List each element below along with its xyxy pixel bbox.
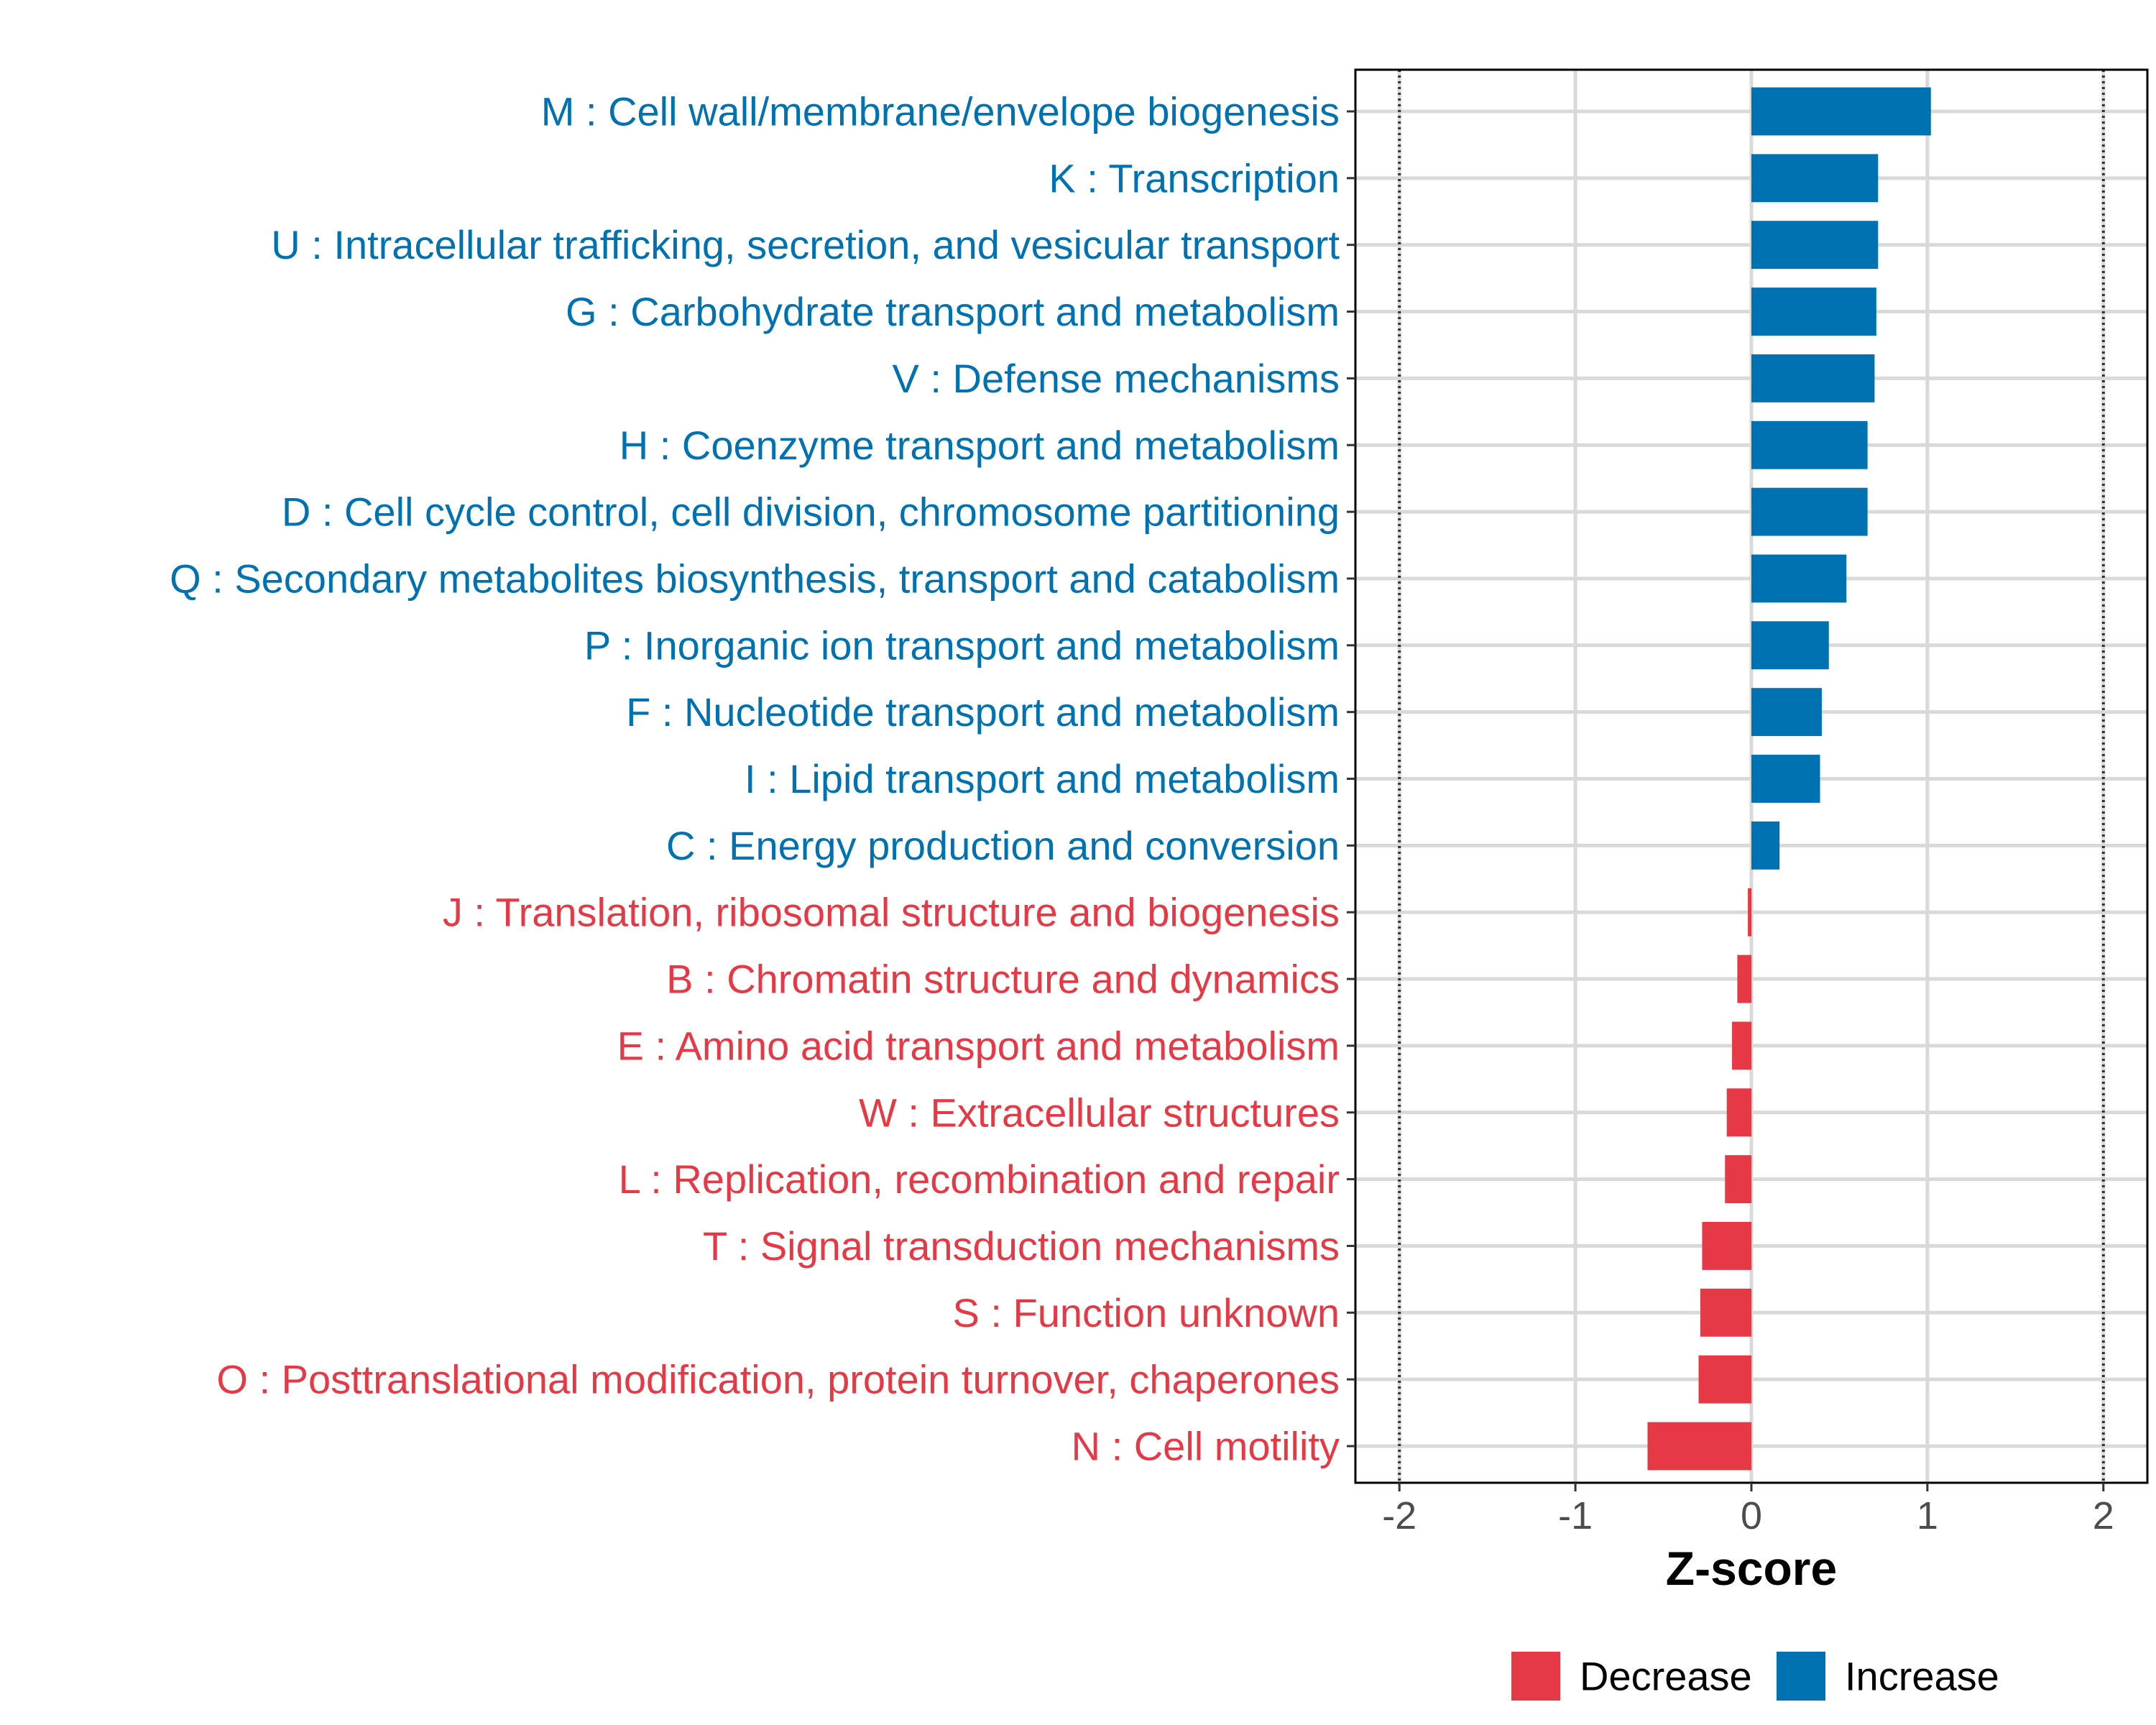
- x-tick-label: 0: [1741, 1494, 1762, 1537]
- x-tick-label: 1: [1917, 1494, 1938, 1537]
- category-label: O : Posttranslational modification, prot…: [216, 1357, 1340, 1402]
- bar-q: [1751, 554, 1847, 603]
- category-label: H : Coenzyme transport and metabolism: [619, 423, 1340, 468]
- bar-j: [1748, 888, 1751, 937]
- bar-f: [1751, 688, 1822, 737]
- category-label: U : Intracellular trafficking, secretion…: [271, 222, 1340, 267]
- legend-label-decrease: Decrease: [1580, 1654, 1752, 1699]
- category-label: S : Function unknown: [952, 1290, 1340, 1335]
- category-label: K : Transcription: [1049, 155, 1340, 201]
- bar-m: [1751, 87, 1931, 136]
- bar-p: [1751, 621, 1829, 670]
- legend-key-decrease: [1511, 1652, 1560, 1701]
- x-axis-ticks: -2 -1 0 1 2: [1382, 1483, 2114, 1537]
- category-label: L : Replication, recombination and repai…: [619, 1156, 1340, 1202]
- bar-w: [1726, 1088, 1751, 1137]
- category-label: D : Cell cycle control, cell division, c…: [282, 489, 1340, 535]
- bar-k: [1751, 154, 1879, 203]
- legend-key-increase: [1777, 1652, 1825, 1701]
- bar-o: [1698, 1355, 1751, 1404]
- bar-c: [1751, 821, 1780, 870]
- bar-h: [1751, 420, 1868, 469]
- bars: [1647, 87, 1931, 1471]
- category-label: G : Carbohydrate transport and metabolis…: [566, 289, 1340, 334]
- bar-s: [1700, 1288, 1751, 1337]
- x-axis-title: Z-score: [1666, 1542, 1837, 1595]
- bar-t: [1702, 1222, 1751, 1270]
- bar-d: [1751, 487, 1868, 536]
- bar-e: [1732, 1021, 1751, 1070]
- category-label: P : Inorganic ion transport and metaboli…: [584, 622, 1340, 668]
- x-tick-label: -1: [1558, 1494, 1593, 1537]
- bar-u: [1751, 221, 1879, 270]
- y-axis-ticks: [1347, 110, 1355, 1448]
- category-label: M : Cell wall/membrane/envelope biogenes…: [541, 89, 1340, 134]
- category-label: N : Cell motility: [1072, 1424, 1340, 1469]
- bar-g: [1751, 288, 1876, 336]
- category-label: J : Translation, ribosomal structure and…: [443, 890, 1340, 935]
- category-label: E : Amino acid transport and metabolism: [617, 1023, 1340, 1068]
- category-label: B : Chromatin structure and dynamics: [666, 957, 1340, 1002]
- category-label: V : Defense mechanisms: [893, 356, 1340, 401]
- category-label: Q : Secondary metabolites biosynthesis, …: [170, 556, 1340, 601]
- bar-l: [1725, 1155, 1751, 1204]
- bar-n: [1647, 1422, 1751, 1471]
- bar-v: [1751, 354, 1875, 402]
- category-label: C : Energy production and conversion: [666, 823, 1340, 868]
- category-label: T : Signal transduction mechanisms: [703, 1223, 1340, 1269]
- category-label: I : Lipid transport and metabolism: [745, 756, 1340, 801]
- x-tick-label: -2: [1382, 1494, 1416, 1537]
- bar-i: [1751, 755, 1820, 803]
- category-labels: M : Cell wall/membrane/envelope biogenes…: [170, 89, 1340, 1469]
- bar-b: [1737, 954, 1751, 1003]
- x-tick-label: 2: [2093, 1494, 2114, 1537]
- legend: Decrease Increase: [1511, 1652, 1999, 1701]
- legend-label-increase: Increase: [1845, 1654, 1999, 1699]
- category-label: W : Extracellular structures: [859, 1090, 1340, 1135]
- category-label: F : Nucleotide transport and metabolism: [626, 689, 1340, 735]
